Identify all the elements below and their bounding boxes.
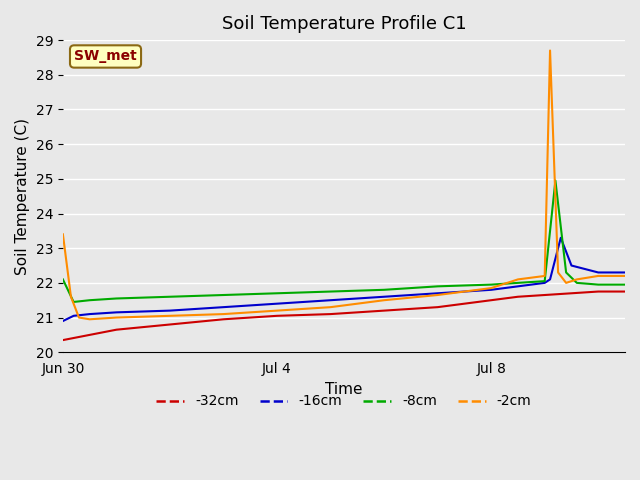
X-axis label: Time: Time bbox=[325, 382, 363, 396]
Text: SW_met: SW_met bbox=[74, 49, 137, 63]
Title: Soil Temperature Profile C1: Soil Temperature Profile C1 bbox=[221, 15, 467, 33]
Legend: -32cm, -16cm, -8cm, -2cm: -32cm, -16cm, -8cm, -2cm bbox=[151, 389, 537, 414]
Y-axis label: Soil Temperature (C): Soil Temperature (C) bbox=[15, 118, 30, 275]
